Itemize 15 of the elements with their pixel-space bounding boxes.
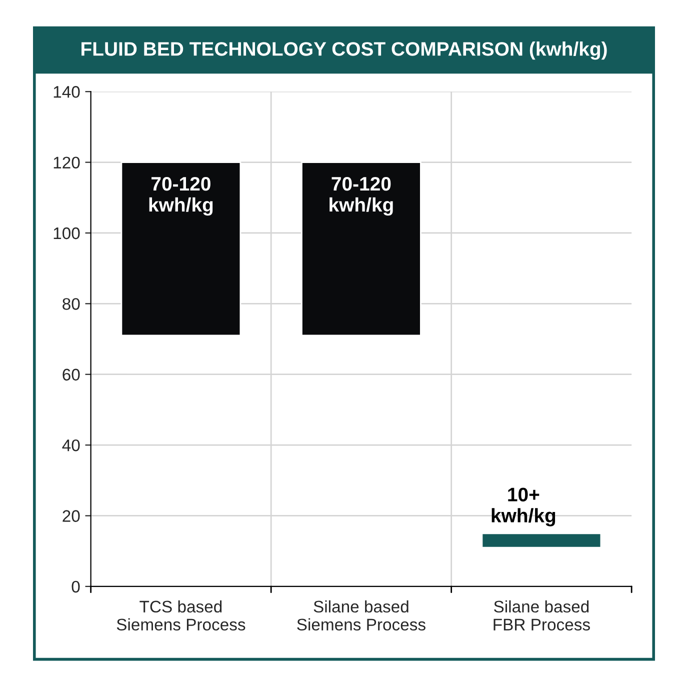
y-tick-label: 120 [54,156,80,168]
x-tick-label: Silane based FBR Process [494,600,590,631]
y-tick-label: 60 [62,368,80,381]
y-tick-label: 40 [62,439,80,452]
y-tick-label: 80 [62,298,80,310]
y-tick-label: 0 [72,580,80,593]
data-label: 10+ kwh/kg [492,488,556,526]
data-label: 70-120 kwh/kg [149,176,213,216]
x-tick-label: TCS based Siemens Process [116,600,246,631]
y-tick-label: 140 [54,86,80,98]
x-tick-label: Silane based Siemens Process [297,600,426,631]
y-tick-label: 100 [54,227,80,240]
data-label: 70-120 kwh/kg [330,176,393,216]
y-tick-label: 20 [62,510,80,522]
chart-title: FLUID BED TECHNOLOGY COST COMPARISON (kwh/kg) [82,42,607,60]
